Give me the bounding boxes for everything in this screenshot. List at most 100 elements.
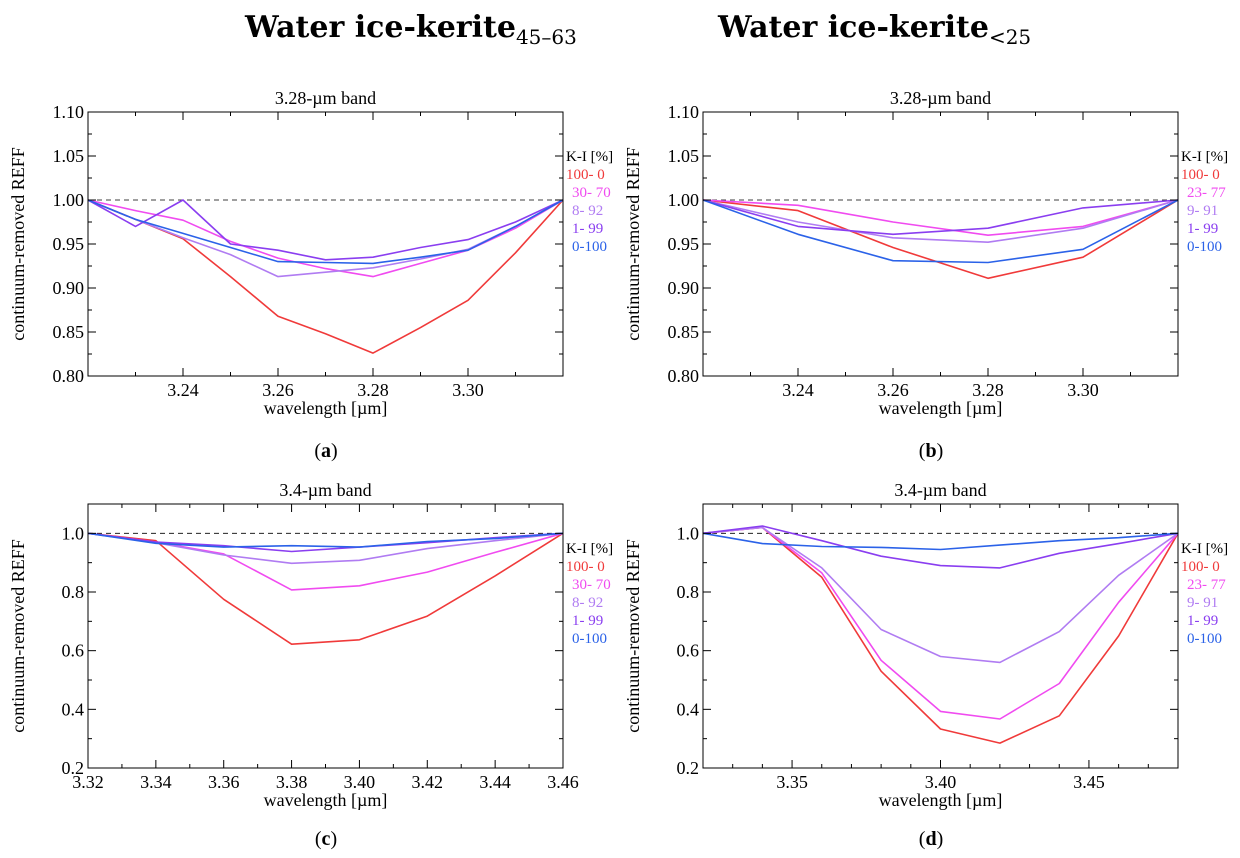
legend-entry: 1- 99 [572,613,603,629]
y-tick-label: 1.10 [668,102,700,122]
x-tick-label: 3.30 [452,380,484,400]
x-axis-label: wavelength [µm] [264,790,388,810]
y-tick-label: 1.05 [668,146,700,166]
y-tick-label: 0.85 [53,322,85,342]
series-line-1-99 [87,532,564,553]
y-tick-label: 1.00 [53,190,85,210]
y-tick-label: 0.80 [668,366,700,386]
chart-title: 3.4-µm band [894,480,986,500]
caption-c: (c) [314,828,338,850]
chart-c: 3.4-µm band 0.2 0.4 0.6 0.8 1.0 3.32 3.34 3.36 3.… [8,480,613,810]
x-tick-label: 3.44 [479,772,511,792]
series-line-1-99 [702,525,1179,569]
x-tick-label: 3.26 [262,380,294,400]
series-line-100-0 [87,532,564,645]
legend-entry: 100- 0 [566,559,605,575]
x-tick-label: 3.45 [1073,772,1105,792]
legend-entry: 23- 77 [1187,185,1226,201]
y-tick-label: 1.10 [53,102,85,122]
y-tick-label: 0.8 [62,582,85,602]
column-title-left-main: Water ice-kerite [245,10,516,45]
column-title-left: Water ice-kerite45–63 [245,10,577,49]
x-tick-label: 3.35 [776,772,808,792]
x-axis-label: wavelength [µm] [879,398,1003,418]
series-line-0-100 [87,199,564,265]
x-tick-label: 3.36 [208,772,240,792]
legend-entry: 30- 70 [572,185,611,201]
series-line-100-0 [87,199,564,354]
x-tick-label: 3.40 [344,772,376,792]
panel-c: 3.4-µm band 0.2 0.4 0.6 0.8 1.0 3.32 3.34 3.36 3.… [0,472,620,810]
y-tick-label: 1.0 [677,523,700,543]
y-tick-label: 0.90 [53,278,85,298]
x-tick-label: 3.32 [72,772,104,792]
legend-entry: 0-100 [1187,239,1222,255]
y-tick-label: 0.6 [62,641,85,661]
series-line-9-91 [702,526,1179,664]
series-line-8-92 [87,532,564,565]
x-tick-label: 3.38 [276,772,308,792]
legend-entry: 23- 77 [1187,577,1226,593]
series-line-23-77 [702,199,1179,236]
legend-entry: 9- 91 [1187,203,1218,219]
x-tick-label: 3.30 [1067,380,1099,400]
y-tick-label: 1.0 [62,523,85,543]
panel-b: 3.28-µm band 0.80 0.85 0.90 0.95 1.00 1.05 1.10… [615,80,1240,418]
x-tick-label: 3.24 [782,380,814,400]
x-tick-label: 3.28 [357,380,389,400]
y-tick-label: 0.4 [677,699,700,719]
y-tick-label: 0.95 [53,234,85,254]
panel-d: 3.4-µm band 0.2 0.4 0.6 0.8 1.0 3.35 3.40 3.45 wa… [615,472,1240,810]
y-tick-label: 1.05 [53,146,85,166]
series-line-0-100 [702,532,1179,551]
plot-frame [702,111,1179,377]
y-tick-label: 0.95 [668,234,700,254]
legend-title: K-I [%] [566,149,613,165]
chart-title: 3.28-µm band [890,88,991,108]
x-tick-label: 3.40 [925,772,957,792]
caption-d: (d) [918,828,944,850]
legend-entry: 9- 91 [1187,595,1218,611]
x-tick-label: 3.42 [412,772,444,792]
column-title-right-main: Water ice-kerite [718,10,989,45]
y-tick-label: 0.80 [53,366,85,386]
y-axis-label: continuum-removed REFF [8,539,28,732]
x-axis-label: wavelength [µm] [264,398,388,418]
y-tick-label: 0.85 [668,322,700,342]
chart-title: 3.4-µm band [279,480,371,500]
series-line-0-100 [87,532,564,548]
y-axis-label: continuum-removed REFF [8,147,28,340]
chart-a: 3.28-µm band 0.80 0.85 0.90 0.95 1.00 1.05 1.10… [8,88,613,418]
legend-entry: 0-100 [1187,631,1222,647]
series-line-1-99 [87,199,564,261]
legend-entry: 100- 0 [1181,167,1220,183]
series-line-1-99 [702,199,1179,236]
chart-b: 3.28-µm band 0.80 0.85 0.90 0.95 1.00 1.05 1.10… [623,88,1228,418]
x-axis-label: wavelength [µm] [879,790,1003,810]
legend-title: K-I [%] [1181,149,1228,165]
legend-entry: 1- 99 [1187,613,1218,629]
legend-entry: 1- 99 [1187,221,1218,237]
plot-frame [87,111,564,377]
caption-b: (b) [918,440,944,462]
legend-entry: 0-100 [572,239,607,255]
x-tick-label: 3.26 [877,380,909,400]
chart-d: 3.4-µm band 0.2 0.4 0.6 0.8 1.0 3.35 3.40 3.45 wa… [623,480,1228,810]
y-tick-label: 0.6 [677,641,700,661]
x-tick-label: 3.24 [167,380,199,400]
legend-title: K-I [%] [1181,541,1228,557]
y-tick-label: 1.00 [668,190,700,210]
y-tick-label: 0.2 [677,758,700,778]
legend-entry: 1- 99 [572,221,603,237]
legend-title: K-I [%] [566,541,613,557]
legend-entry: 100- 0 [566,167,605,183]
chart-title: 3.28-µm band [275,88,376,108]
series-line-23-77 [702,526,1179,720]
series-line-9-91 [702,199,1179,243]
legend-entry: 8- 92 [572,595,603,611]
panel-a: 3.28-µm band 0.80 0.85 0.90 0.95 1.00 1.05 1.10… [0,80,620,418]
y-tick-label: 0.8 [677,582,700,602]
y-axis-label: continuum-removed REFF [623,147,643,340]
y-tick-label: 0.90 [668,278,700,298]
series-line-0-100 [702,199,1179,264]
